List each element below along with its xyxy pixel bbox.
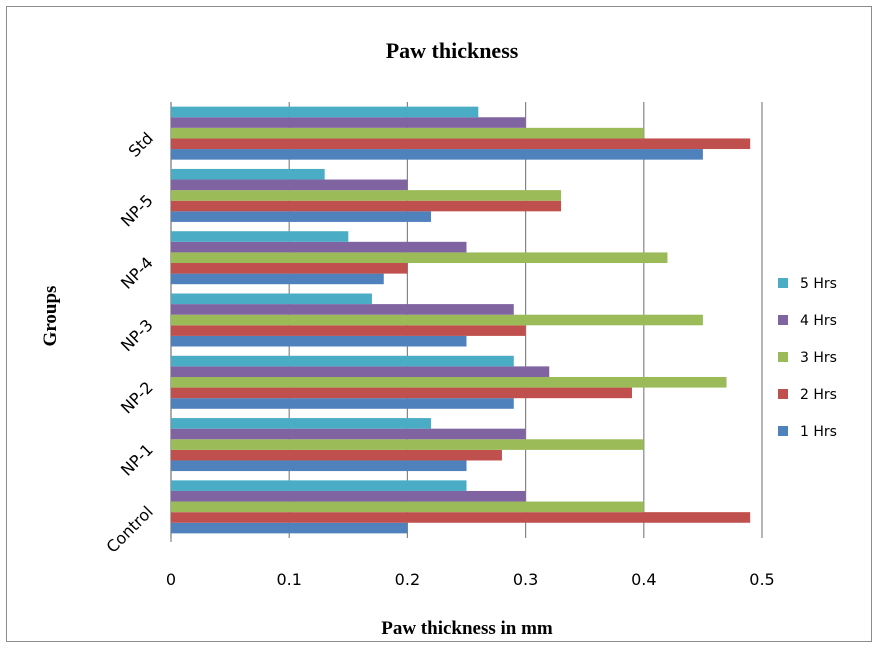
bar-np-2-5-hrs [171,355,514,367]
bar-np-5-1-hrs [171,211,432,222]
y-tick-label: Control [102,502,156,556]
bar-np-1-3-hrs [171,439,644,450]
legend-swatch [778,426,788,436]
bar-np-4-4-hrs [171,241,467,253]
y-tick-label: NP-2 [117,378,157,418]
legend-label: 1 Hrs [800,424,837,440]
x-tick-label: 0.4 [631,570,656,589]
bar-np-3-2-hrs [171,325,526,336]
x-tick-label: 0.1 [276,570,301,589]
bar-np-5-3-hrs [171,190,562,201]
y-tick-label: Std [125,129,157,161]
legend-label: 3 Hrs [800,350,837,366]
bar-std-4-hrs [171,117,526,128]
x-tick-label: 0.5 [749,570,774,589]
bar-control-3-hrs [171,501,644,513]
bar-np-3-3-hrs [171,314,703,326]
bar-np-1-2-hrs [171,449,502,461]
bar-np-2-4-hrs [171,366,550,377]
bar-np-3-5-hrs [171,293,372,305]
bar-np-1-1-hrs [171,460,467,472]
legend-swatch [778,315,788,325]
bar-np-3-4-hrs [171,304,514,315]
bar-np-5-4-hrs [171,179,408,191]
bar-np-2-3-hrs [171,376,727,388]
x-tick-labels: 0 0.1 0.2 0.3 0.4 0.5 [166,570,775,589]
bar-np-2-2-hrs [171,387,632,399]
x-tick-label: 0 [166,570,176,589]
bar-np-4-2-hrs [171,263,408,274]
y-axis-title: Groups [40,286,61,347]
bar-std-3-hrs [171,127,644,139]
bar-np-4-5-hrs [171,231,349,242]
bar-control-5-hrs [171,480,467,491]
bar-np-5-2-hrs [171,200,562,212]
legend-label: 4 Hrs [800,313,837,329]
bar-control-2-hrs [171,512,751,523]
bar-control-1-hrs [171,522,408,534]
bar-np-4-1-hrs [171,273,384,285]
bar-np-4-3-hrs [171,252,668,264]
bar-std-5-hrs [171,106,479,118]
legend-swatch [778,278,788,288]
bars [171,106,751,534]
legend-label: 5 Hrs [800,276,837,292]
y-tick-label: NP-1 [117,440,157,480]
legend-label: 2 Hrs [800,387,837,403]
chart-title: Paw thickness [386,38,519,63]
y-tick-labels: Control NP-1 NP-2 NP-3 NP-4 NP-5 Std [102,129,156,557]
legend-swatch [778,352,788,362]
x-tick-label: 0.2 [395,570,420,589]
y-tick-label: NP-3 [117,315,157,355]
bar-std-1-hrs [171,149,703,160]
bar-np-1-4-hrs [171,428,526,440]
x-axis-title: Paw thickness in mm [381,618,553,639]
bar-np-1-5-hrs [171,418,432,429]
bar-std-2-hrs [171,138,751,150]
y-tick-label: NP-5 [117,191,157,231]
bar-np-5-5-hrs [171,168,325,180]
bar-np-2-1-hrs [171,398,514,409]
legend-swatch [778,389,788,399]
legend: 5 Hrs 4 Hrs 3 Hrs 2 Hrs 1 Hrs [778,276,837,440]
bar-control-4-hrs [171,490,526,502]
bar-np-3-1-hrs [171,335,467,347]
x-tick-label: 0.3 [513,570,538,589]
y-tick-label: NP-4 [117,253,157,293]
